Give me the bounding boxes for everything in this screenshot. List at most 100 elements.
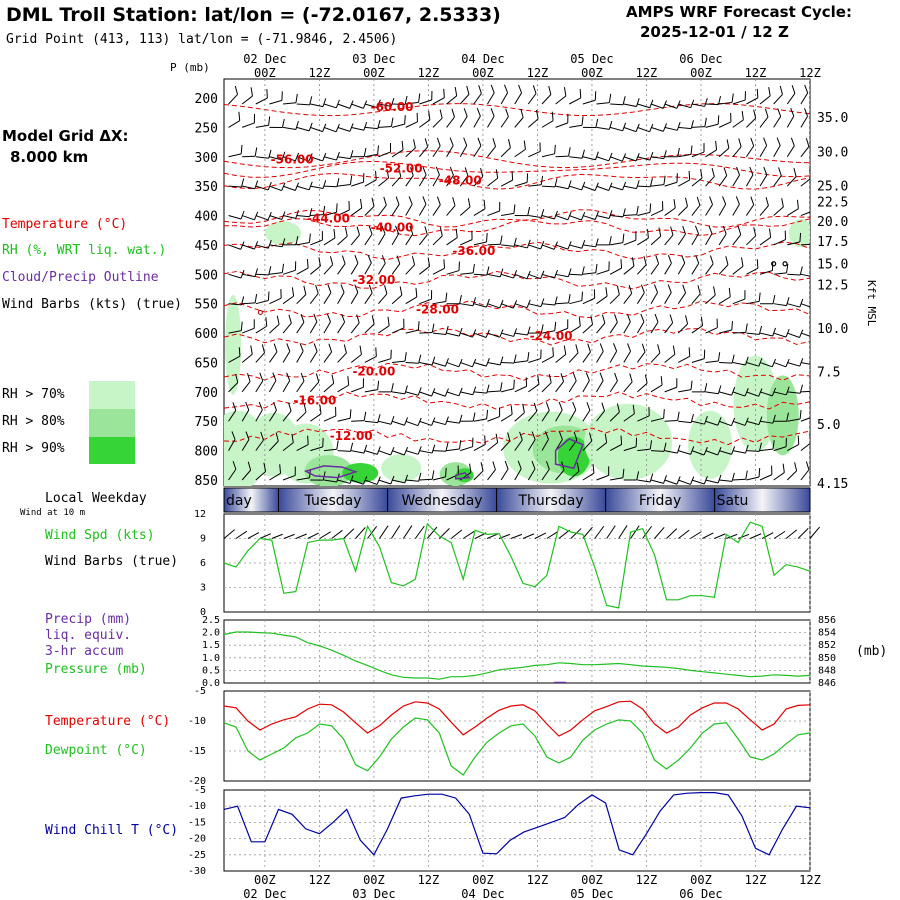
wind-barb xyxy=(241,469,251,481)
wind-barb-feather xyxy=(736,166,741,176)
wind-barb xyxy=(678,355,690,363)
wind-barb-feather xyxy=(231,431,236,440)
bottom-date-label: 03 Dec xyxy=(352,887,395,900)
wind-barb xyxy=(664,386,677,393)
wind-barb xyxy=(773,446,787,452)
wind-barb xyxy=(759,448,774,452)
wind-barb-feather xyxy=(527,206,531,216)
wind-barb xyxy=(228,185,242,188)
wind-barb-feather xyxy=(381,255,386,264)
wind-barb xyxy=(637,185,651,188)
top-date-label: 03 Dec xyxy=(352,52,395,66)
wind-barb xyxy=(678,420,692,424)
wind-barb-feather xyxy=(708,225,713,234)
wind-barb xyxy=(392,360,406,363)
wind-barb xyxy=(473,93,482,105)
wind-barb xyxy=(309,293,319,304)
wind-barb xyxy=(623,126,637,133)
wind-barb-feather xyxy=(486,266,490,276)
wind-barb-feather xyxy=(436,137,441,147)
wind-barb xyxy=(269,410,277,422)
wind-barb xyxy=(596,380,604,393)
pressure-line xyxy=(223,631,811,680)
wind-barb xyxy=(746,450,760,452)
wind-barb-feather xyxy=(688,170,691,181)
wind-barb xyxy=(759,95,771,105)
wind-barb-feather xyxy=(313,313,318,323)
wind-barb-feather xyxy=(387,316,390,326)
wind-barb xyxy=(773,239,786,246)
precip-accum-label: 3-hr accum xyxy=(45,644,124,659)
wind-barb xyxy=(773,303,787,307)
wind-barb-feather xyxy=(272,372,277,381)
wind-barb xyxy=(419,391,432,397)
wind-barb xyxy=(650,292,658,304)
windchill-tick-label: -20 xyxy=(188,834,206,845)
wind-barb-feather xyxy=(240,321,243,331)
wind-barb xyxy=(610,215,624,218)
wind-barb xyxy=(555,95,567,105)
wind-barb xyxy=(555,244,569,250)
wind-barb xyxy=(773,175,782,187)
wind-barb-feather xyxy=(513,328,518,337)
wind-barb xyxy=(582,156,596,161)
wind-barb xyxy=(228,120,240,128)
wind-barb xyxy=(746,267,759,275)
wind-barb xyxy=(487,416,500,422)
top-time-tick: 12Z xyxy=(418,66,440,80)
temperature-contour xyxy=(224,209,810,228)
wind-barb-feather xyxy=(472,412,476,422)
wind-barb xyxy=(568,409,577,422)
bottom-date-label: 06 Dec xyxy=(679,887,722,900)
wind-barb xyxy=(282,322,292,334)
wind-barb-feather xyxy=(548,373,552,383)
wind-barb-feather xyxy=(268,149,272,159)
wind-barb xyxy=(337,321,346,334)
wind-barb-feather xyxy=(399,286,403,296)
wind-barb xyxy=(282,380,291,393)
wind-barb-feather xyxy=(508,139,511,148)
pressure-tick-label: 850 xyxy=(818,653,836,664)
wind-barb xyxy=(500,147,511,158)
wind-barb-feather xyxy=(723,167,728,176)
wind-barb xyxy=(242,215,255,221)
wind-barb xyxy=(800,178,810,187)
wind-barb xyxy=(746,332,760,335)
wind-barb xyxy=(787,332,800,338)
wind-barb xyxy=(405,204,413,216)
wind-barb xyxy=(773,94,783,105)
wind-barb xyxy=(310,413,322,422)
wind-barb-feather xyxy=(768,87,771,96)
wind-barb-feather xyxy=(499,356,504,366)
wind-barb-feather xyxy=(344,227,348,237)
wind-barb xyxy=(705,176,715,187)
wind-barb xyxy=(759,237,771,246)
wind-barb-feather xyxy=(709,255,714,264)
wind-barb xyxy=(228,244,241,250)
precip-tick-label: 0.0 xyxy=(202,678,220,689)
wind-barb xyxy=(623,446,637,452)
wind-barb-feather xyxy=(431,444,436,454)
wind-barb-feather xyxy=(513,204,516,214)
wind-barb xyxy=(705,450,718,456)
surface-wind-barb xyxy=(331,529,343,539)
wind-barb-feather xyxy=(750,137,755,147)
wind-barb xyxy=(364,479,378,485)
bottom-time-tick: 12Z xyxy=(745,873,767,887)
sounding-panel: -60.00 -56.00 -52.00 -48.00 -44.00 -40.00 -36.… xyxy=(195,78,848,492)
wind-barb xyxy=(282,474,296,481)
wind-barb-feather xyxy=(490,84,495,94)
kft-tick-label: 22.5 xyxy=(817,195,848,210)
windchill-tick-label: -5 xyxy=(194,785,206,796)
wind-barb-feather xyxy=(644,374,648,384)
wind-barb-feather xyxy=(558,401,563,411)
wind-barb xyxy=(241,95,253,105)
wind-barb-feather xyxy=(654,313,659,323)
wind-barb xyxy=(405,121,418,128)
wind-barb xyxy=(650,417,664,422)
wind-barb xyxy=(296,411,307,422)
wind-barb xyxy=(350,207,363,216)
wind-barb xyxy=(786,176,797,187)
wind-barb xyxy=(582,410,591,422)
wind-barb-feather xyxy=(427,257,431,267)
